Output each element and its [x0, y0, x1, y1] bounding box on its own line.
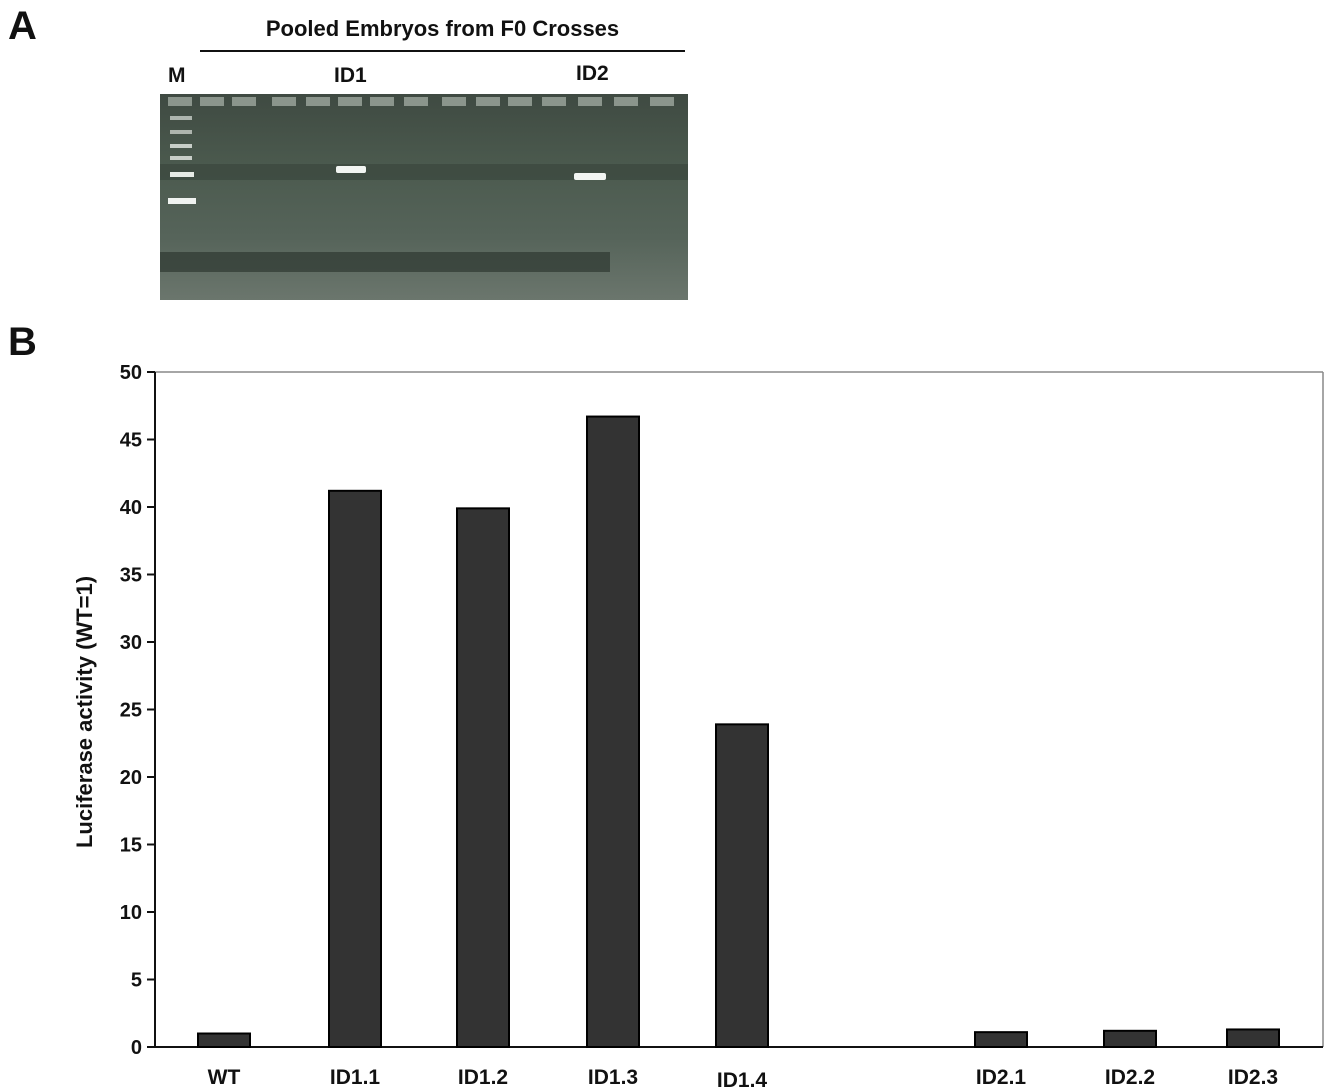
- x-tick-label: ID2.2: [1105, 1066, 1155, 1088]
- y-tick-label: 5: [131, 970, 142, 992]
- y-tick-label: 15: [120, 835, 142, 857]
- y-tick-label: 20: [120, 767, 142, 789]
- lane-label-id1: ID1: [334, 64, 367, 87]
- bar-chart: 0 5 10 15 20 25 30 35 40 45 50 WT ID1.1 ID1.2 ID1.3 ID…: [72, 362, 1324, 1088]
- y-tick-label: 10: [120, 902, 142, 924]
- bar-id1-1: [328, 489, 382, 1049]
- gel-title: Pooled Embryos from F0 Crosses: [265, 16, 620, 41]
- x-tick-label: ID1.3: [588, 1066, 638, 1088]
- y-tick-label: 45: [120, 430, 142, 452]
- y-tick-label: 35: [120, 565, 142, 587]
- x-tick-label: ID1.4: [717, 1069, 768, 1088]
- panel-b-letter: B: [8, 320, 37, 364]
- y-tick-label: 30: [120, 632, 142, 654]
- x-tick-label: ID1.2: [458, 1066, 508, 1088]
- bar-id1-4: [715, 723, 769, 1048]
- gel-image: [160, 94, 688, 300]
- bar-id1-3: [586, 415, 640, 1049]
- bar-wt: [197, 1032, 251, 1048]
- panel-a-letter: A: [8, 4, 37, 48]
- gel-smear-primer: [160, 252, 610, 272]
- band-id2: [574, 173, 606, 180]
- y-tick-label: 25: [120, 700, 142, 722]
- x-axis-labels: WT ID1.1 ID1.2 ID1.3 ID1.4 ID2.1 ID2.2 ID2.3: [208, 1066, 1278, 1088]
- x-tick-label: ID1.1: [330, 1066, 381, 1088]
- bar-id1-2: [456, 507, 510, 1049]
- y-axis-label: Luciferase activity (WT=1): [72, 576, 97, 848]
- x-tick-label: ID2.1: [976, 1066, 1027, 1088]
- y-axis-ticks: 0 5 10 15 20 25 30 35 40 45 50: [120, 362, 155, 1059]
- bar-id2-2: [1103, 1029, 1157, 1048]
- bar-id2-3: [1226, 1028, 1280, 1049]
- y-tick-label: 0: [131, 1037, 142, 1059]
- y-tick-label: 50: [120, 362, 142, 384]
- gel-wells: [168, 97, 674, 106]
- lane-label-marker: M: [168, 64, 186, 87]
- x-tick-label: ID2.3: [1228, 1066, 1278, 1088]
- y-tick-label: 40: [120, 497, 142, 519]
- bar-id2-1: [974, 1031, 1028, 1049]
- lane-label-id2: ID2: [576, 62, 609, 85]
- gel-title-rule: [200, 50, 685, 52]
- x-tick-label: WT: [208, 1066, 241, 1088]
- bars: [197, 415, 1280, 1049]
- marker-ladder: [168, 116, 196, 204]
- gel-smear-upper: [160, 164, 688, 180]
- band-id1: [336, 166, 366, 173]
